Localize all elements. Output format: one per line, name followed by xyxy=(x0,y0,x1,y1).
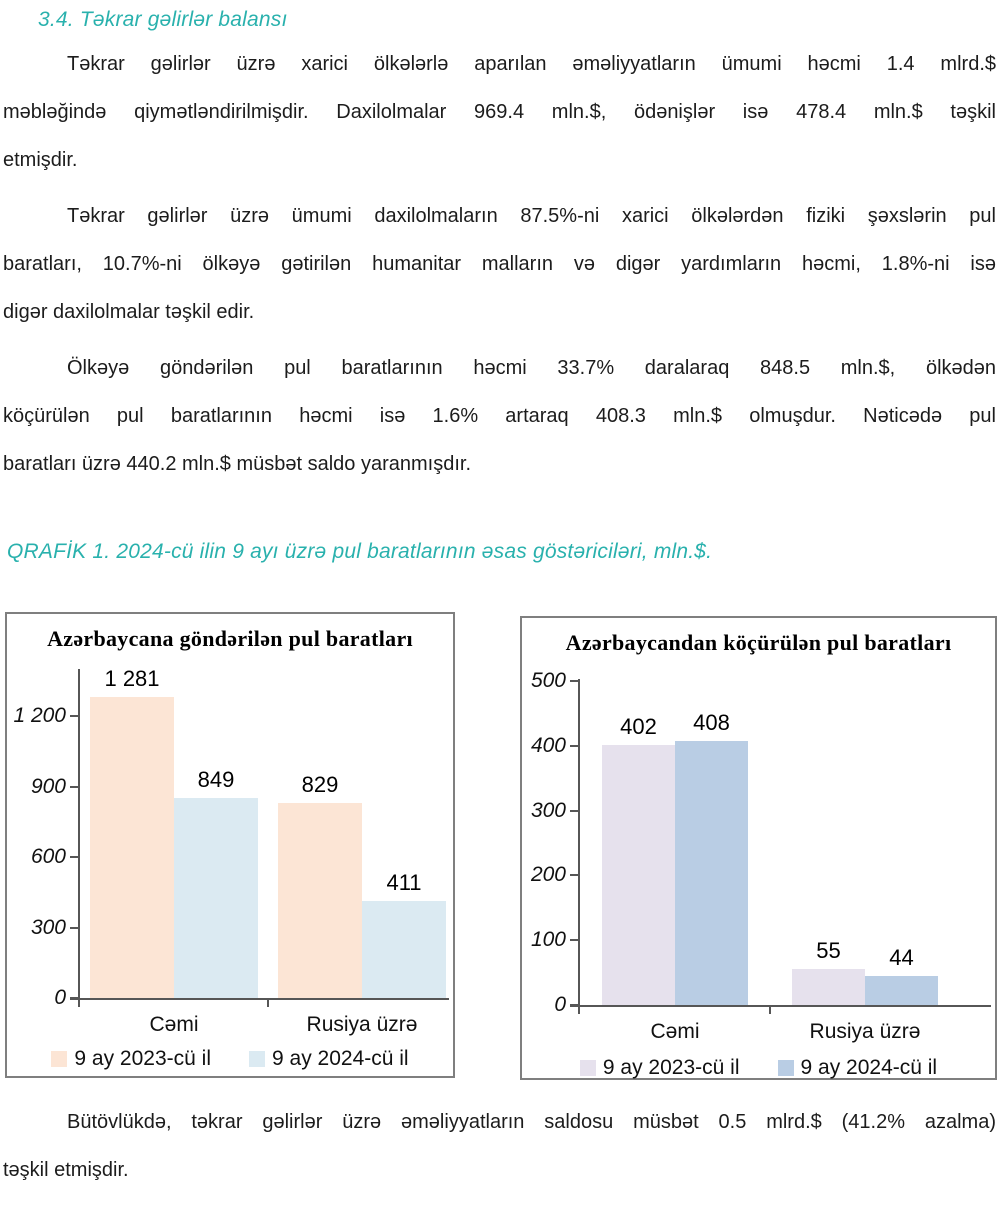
legend-entry: 9 ay 2024-cü il xyxy=(249,1046,409,1072)
bar-value-label: 411 xyxy=(386,870,422,895)
text-line: təşkil etmişdir. xyxy=(3,1159,129,1181)
bar-value-label: 408 xyxy=(693,710,730,735)
legend-label: 9 ay 2023-cü il xyxy=(602,1056,740,1079)
text-line: Təkrar gəlirlər üzrə xarici ölkələrlə ap… xyxy=(67,53,996,75)
legend-swatch xyxy=(249,1051,265,1067)
bar-9-ay-2023-cü-il-0 xyxy=(602,745,675,1005)
chart-caption: QRAFİK 1. 2024-cü ilin 9 ayı üzrə pul ba… xyxy=(7,540,713,563)
bar-9-ay-2024-cü-il-0 xyxy=(174,798,258,998)
paragraph-2: Təkrar gəlirlər üzrə ümumi daxilolmaları… xyxy=(3,192,996,336)
y-tick-label: 0 xyxy=(54,986,66,1009)
bar-value-label: 55 xyxy=(816,938,841,963)
chart-legend: 9 ay 2023-cü il 9 ay 2024-cü il xyxy=(7,1046,453,1072)
category-separator-tick xyxy=(769,1005,771,1014)
text-line: etmişdir. xyxy=(3,149,78,171)
category-label: Cəmi xyxy=(650,1020,700,1043)
y-tick-label: 1 200 xyxy=(13,704,66,727)
bar-9-ay-2023-cü-il-0 xyxy=(90,697,174,998)
closing-paragraph: Bütövlükdə, təkrar gəlirlər üzrə əməliyy… xyxy=(3,1098,996,1194)
category-label: Cəmi xyxy=(149,1013,199,1036)
legend-entry: 9 ay 2024-cü il xyxy=(777,1055,938,1081)
bar-9-ay-2023-cü-il-1 xyxy=(792,969,865,1005)
text-line: baratları, 10.7%-ni ölkəyə gətirilən hum… xyxy=(3,253,996,275)
charts-area: Azərbaycana göndərilən pul baratları 0 30… xyxy=(0,588,1000,1086)
y-tick-mark xyxy=(570,744,580,747)
legend-swatch xyxy=(51,1051,68,1067)
y-tick-label: 0 xyxy=(554,993,566,1016)
y-tick-mark xyxy=(70,785,80,788)
bar-9-ay-2024-cü-il-1 xyxy=(865,976,938,1005)
legend-label: 9 ay 2024-cü il xyxy=(272,1047,409,1070)
y-tick-label: 900 xyxy=(30,774,66,798)
bar-9-ay-2024-cü-il-1 xyxy=(362,901,446,998)
paragraph-3: Ölkəyə göndərilən pul baratlarının həcmi… xyxy=(3,344,996,488)
bar-9-ay-2024-cü-il-0 xyxy=(675,741,748,1005)
category-label: Rusiya üzrə xyxy=(306,1013,418,1036)
text-line: Bütövlükdə, təkrar gəlirlər üzrə əməliyy… xyxy=(67,1111,996,1133)
text-line: digər daxilolmalar təşkil edir. xyxy=(3,301,255,323)
y-tick-mark xyxy=(570,680,580,682)
bar-value-label: 829 xyxy=(301,772,339,797)
legend-label: 9 ay 2024-cü il xyxy=(800,1056,938,1079)
y-axis-line xyxy=(78,669,80,1007)
legend-swatch xyxy=(579,1060,596,1076)
text-line: məbləğində qiymətləndirilmişdir. Daxilol… xyxy=(3,101,996,123)
legend-entry: 9 ay 2023-cü il xyxy=(579,1055,740,1081)
y-tick-mark xyxy=(70,715,80,717)
x-axis-line xyxy=(70,998,449,1000)
text-line: Ölkəyə göndərilən pul baratlarının həcmi… xyxy=(67,357,996,379)
legend-label: 9 ay 2023-cü il xyxy=(74,1047,211,1070)
bar-value-label: 44 xyxy=(889,945,914,970)
y-tick-mark xyxy=(70,856,80,858)
y-tick-label: 300 xyxy=(30,915,66,939)
chart-title: Azərbaycana göndərilən pul baratları xyxy=(47,626,413,651)
y-axis-line xyxy=(578,679,580,1014)
paragraph-1: Təkrar gəlirlər üzrə xarici ölkələrlə ap… xyxy=(3,40,996,184)
y-tick-label: 300 xyxy=(530,798,566,822)
category-separator-tick xyxy=(267,998,269,1007)
y-tick-mark xyxy=(570,939,580,942)
chart-legend: 9 ay 2023-cü il 9 ay 2024-cü il xyxy=(522,1055,995,1081)
section-heading: 3.4. Təkrar gəlirlər balansı xyxy=(38,8,288,31)
text-line: baratları üzrə 440.2 mln.$ müsbət saldo … xyxy=(3,453,472,475)
legend-entry: 9 ay 2023-cü il xyxy=(51,1046,211,1072)
chart-sent-to-azerbaijan: Azərbaycana göndərilən pul baratları 0 30… xyxy=(5,612,455,1078)
category-label: Rusiya üzrə xyxy=(809,1020,921,1043)
text-line: köçürülən pul baratlarının həcmi isə 1.6… xyxy=(3,405,996,427)
y-tick-mark xyxy=(570,809,580,812)
chart-transferred-from-azerbaijan: Azərbaycandan köçürülən pul baratları 0 1… xyxy=(520,616,997,1080)
text-line: Təkrar gəlirlər üzrə ümumi daxilolmaları… xyxy=(67,205,996,227)
bar-value-label: 849 xyxy=(197,767,235,792)
x-axis-line xyxy=(570,1005,991,1007)
bar-value-label: 1 281 xyxy=(104,666,160,691)
y-tick-label: 200 xyxy=(530,863,566,887)
bar-9-ay-2023-cü-il-1 xyxy=(278,803,362,998)
y-tick-mark xyxy=(570,874,580,877)
chart-title: Azərbaycandan köçürülən pul baratları xyxy=(565,630,952,655)
y-tick-label: 500 xyxy=(530,669,566,692)
y-tick-label: 100 xyxy=(530,928,566,952)
y-tick-mark xyxy=(70,926,80,929)
legend-swatch xyxy=(777,1060,794,1076)
y-tick-label: 400 xyxy=(530,733,566,757)
y-tick-label: 600 xyxy=(30,845,66,868)
bar-value-label: 402 xyxy=(620,714,657,739)
